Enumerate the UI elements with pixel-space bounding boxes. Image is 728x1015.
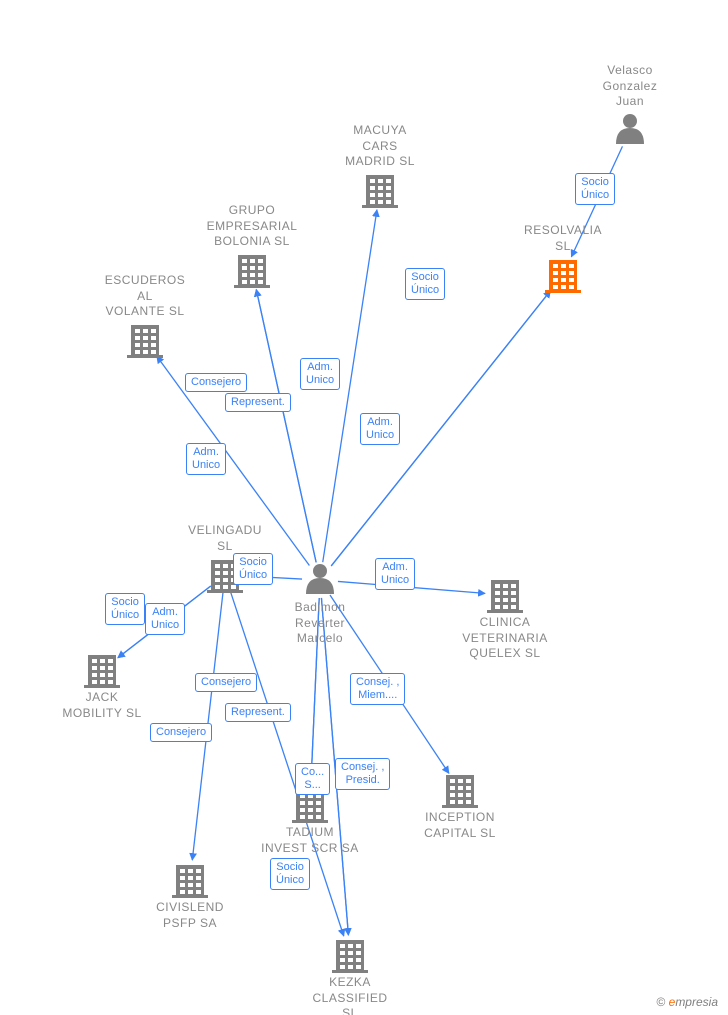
node-label: KEZKA CLASSIFIED SL [295,975,405,1015]
person-icon[interactable] [306,564,334,594]
building-icon[interactable] [442,775,478,808]
copyright-symbol: © [656,995,665,1009]
building-icon[interactable] [172,865,208,898]
brand-name: empresia [669,995,718,1009]
node-label: CLINICA VETERINARIA QUELEX SL [450,615,560,662]
node-label: Velasco Gonzalez Juan [575,63,685,110]
building-icon[interactable] [487,580,523,613]
node-label: ESCUDEROS AL VOLANTE SL [90,273,200,320]
edge-label: Socio Único [575,173,615,205]
edge-label: Socio Único [233,553,273,585]
node-label: INCEPTION CAPITAL SL [405,810,515,841]
building-icon[interactable] [234,255,270,288]
node-label: JACK MOBILITY SL [47,690,157,721]
edge-label: Socio Único [105,593,145,625]
edge-line [256,290,316,563]
edge-label: Consejero [195,673,257,692]
node-label: MACUYA CARS MADRID SL [325,123,435,170]
building-icon[interactable] [84,655,120,688]
edge-label: Represent. [225,703,291,722]
edge-label: Consejero [185,373,247,392]
node-label: CIVISLEND PSFP SA [135,900,245,931]
edge-label: Consejero [150,723,212,742]
edge-label: Consej. , Miem.... [350,673,405,705]
building-icon[interactable] [545,260,581,293]
footer-credit: © empresia [656,995,718,1009]
building-icon[interactable] [362,175,398,208]
edge-label: Adm. Unico [375,558,415,590]
node-label: GRUPO EMPRESARIAL BOLONIA SL [197,203,307,250]
building-icon[interactable] [127,325,163,358]
edge-label: Adm. Unico [145,603,185,635]
node-label: TADIUM INVEST SCR SA [255,825,365,856]
edge-label: Socio Único [405,268,445,300]
node-label: VELINGADU SL [170,523,280,554]
building-icon[interactable] [332,940,368,973]
edge-label: Adm. Unico [300,358,340,390]
node-label: Badimon Reverter Marcelo [265,600,375,647]
edge-label: Adm. Unico [186,443,226,475]
person-icon[interactable] [616,114,644,144]
edge-label: Consej. , Presid. [335,758,390,790]
edge-label: Co... S... [295,763,330,795]
edge-label: Adm. Unico [360,413,400,445]
edge-label: Socio Único [270,858,310,890]
node-label: RESOLVALIA SL [508,223,618,254]
edge-label: Represent. [225,393,291,412]
